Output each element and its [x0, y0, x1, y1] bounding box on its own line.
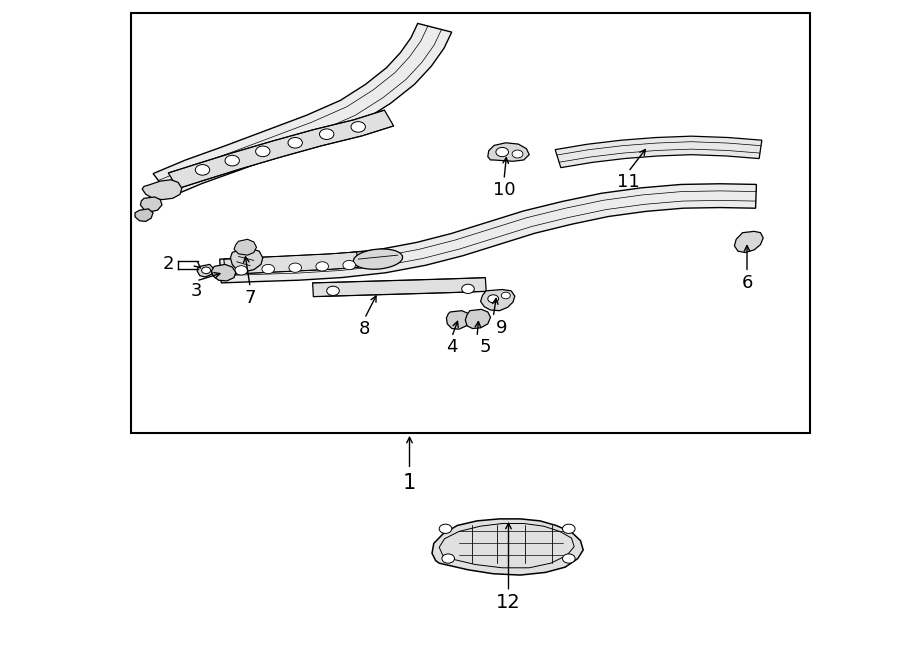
Circle shape: [512, 150, 523, 158]
Polygon shape: [168, 110, 393, 189]
Polygon shape: [234, 239, 256, 255]
Text: 9: 9: [496, 319, 508, 336]
Text: 8: 8: [359, 320, 370, 338]
Polygon shape: [555, 136, 762, 168]
Polygon shape: [212, 264, 236, 281]
Ellipse shape: [354, 249, 402, 269]
Polygon shape: [135, 209, 153, 221]
Circle shape: [343, 260, 356, 270]
Polygon shape: [224, 252, 359, 274]
Circle shape: [562, 554, 575, 563]
Text: 3: 3: [191, 282, 202, 300]
Text: 7: 7: [245, 289, 256, 307]
Text: 4: 4: [446, 338, 457, 356]
Polygon shape: [153, 23, 452, 196]
Polygon shape: [230, 249, 263, 272]
Circle shape: [496, 147, 508, 157]
Polygon shape: [140, 197, 162, 212]
Circle shape: [488, 295, 499, 303]
Circle shape: [327, 286, 339, 295]
Text: 10: 10: [492, 181, 516, 199]
Circle shape: [289, 263, 302, 272]
Text: 12: 12: [496, 593, 521, 612]
Circle shape: [501, 292, 510, 299]
Polygon shape: [142, 180, 182, 200]
Circle shape: [195, 165, 210, 175]
Polygon shape: [220, 184, 756, 283]
Polygon shape: [432, 519, 583, 575]
Polygon shape: [734, 231, 763, 253]
Polygon shape: [197, 264, 213, 277]
Circle shape: [462, 284, 474, 293]
Circle shape: [256, 146, 270, 157]
Circle shape: [262, 264, 274, 274]
Circle shape: [320, 129, 334, 139]
Text: 1: 1: [403, 473, 416, 492]
Circle shape: [225, 155, 239, 166]
Polygon shape: [488, 143, 529, 161]
Text: 5: 5: [480, 338, 491, 356]
Text: 2: 2: [163, 255, 175, 274]
Polygon shape: [312, 278, 486, 297]
Circle shape: [235, 266, 248, 275]
Circle shape: [562, 524, 575, 533]
Text: 6: 6: [742, 274, 752, 292]
Circle shape: [442, 554, 454, 563]
Polygon shape: [465, 309, 491, 329]
Polygon shape: [481, 290, 515, 311]
Circle shape: [288, 137, 302, 148]
Circle shape: [439, 524, 452, 533]
Circle shape: [202, 267, 211, 274]
Circle shape: [316, 262, 328, 271]
Text: 11: 11: [616, 173, 640, 191]
Bar: [130, 13, 810, 433]
Polygon shape: [446, 311, 470, 329]
Circle shape: [351, 122, 365, 132]
